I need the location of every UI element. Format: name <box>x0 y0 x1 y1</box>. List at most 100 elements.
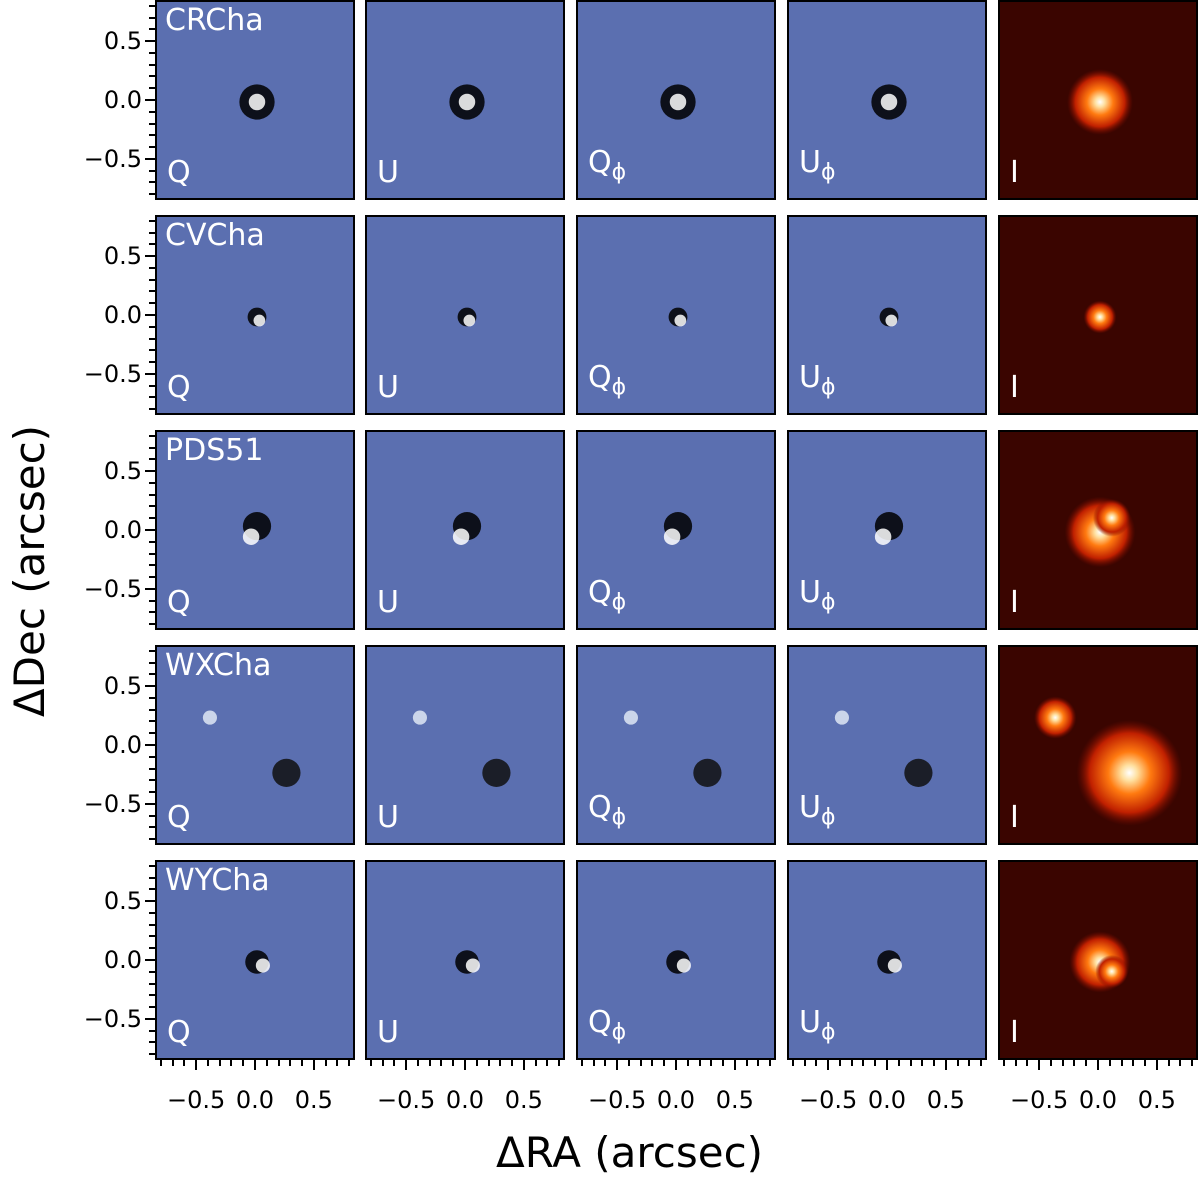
x-minor-tick <box>592 1060 595 1066</box>
stokes-label: I <box>1010 800 1019 835</box>
x-minor-tick <box>1038 1060 1041 1066</box>
x-tick-label: −0.5 <box>377 1086 436 1114</box>
x-tick-label: 0.0 <box>867 1086 907 1114</box>
x-tick-label: 0.5 <box>715 1086 754 1114</box>
y-minor-tick <box>149 16 155 19</box>
x-tick-label: 0.0 <box>235 1086 275 1114</box>
y-minor-tick <box>149 755 155 758</box>
x-minor-tick <box>1097 1060 1099 1066</box>
x-minor-tick <box>546 1060 549 1066</box>
y-tick-label: 0.0 <box>103 516 142 544</box>
stokes-label: Uϕ <box>799 1005 836 1046</box>
y-minor-tick <box>149 517 155 520</box>
y-minor-tick <box>149 4 155 7</box>
image-panel-wycha-3: Qϕ <box>576 860 776 1060</box>
x-minor-tick <box>604 1060 607 1066</box>
x-minor-tick <box>499 1060 502 1066</box>
y-minor-tick <box>149 408 155 411</box>
y-tick-label: −0.5 <box>83 574 142 603</box>
x-minor-tick <box>324 1060 327 1066</box>
x-minor-tick <box>651 1060 654 1066</box>
image-panel-crcha-5: I <box>998 0 1198 200</box>
x-minor-tick <box>452 1060 455 1066</box>
y-tick-label: −0.5 <box>83 789 142 818</box>
x-minor-tick <box>265 1060 268 1066</box>
y-minor-tick <box>149 302 155 305</box>
y-minor-tick <box>149 587 155 590</box>
y-minor-tick <box>149 540 155 543</box>
stokes-label: Q <box>167 155 191 190</box>
image-panel-wycha-5: I <box>998 860 1198 1060</box>
stokes-label: Q <box>167 370 191 405</box>
x-minor-tick <box>909 1060 912 1066</box>
y-minor-tick <box>149 791 155 794</box>
star-glow <box>1083 300 1117 334</box>
y-minor-tick <box>149 255 155 258</box>
x-tick-label: 0.0 <box>656 1086 696 1114</box>
polarized-signal <box>452 528 470 545</box>
y-tick-label: 0.5 <box>103 457 142 486</box>
image-panel-cvcha-4: Uϕ <box>787 215 987 415</box>
x-tick-label: 0.5 <box>294 1086 333 1114</box>
x-minor-tick <box>218 1060 221 1066</box>
x-minor-tick <box>254 1060 256 1066</box>
star-glow <box>1076 719 1183 826</box>
x-minor-tick <box>897 1060 900 1066</box>
x-minor-tick <box>980 1060 983 1066</box>
x-minor-tick <box>803 1060 806 1066</box>
y-minor-tick <box>149 28 155 31</box>
y-minor-tick <box>149 481 155 484</box>
stokes-label: Qϕ <box>588 790 627 831</box>
y-minor-tick <box>149 372 155 375</box>
x-minor-tick <box>722 1060 725 1066</box>
x-minor-tick <box>183 1060 186 1066</box>
y-tick-label: −0.5 <box>83 359 142 388</box>
polarized-signal <box>887 958 902 973</box>
x-tick-label: −0.5 <box>1010 1086 1069 1114</box>
y-minor-tick <box>149 87 155 90</box>
y-minor-tick <box>149 446 155 449</box>
y-minor-tick <box>149 169 155 172</box>
y-minor-tick <box>149 1041 155 1044</box>
y-minor-tick <box>149 767 155 770</box>
stokes-label: I <box>1010 585 1019 620</box>
x-minor-tick <box>769 1060 772 1066</box>
y-minor-tick <box>149 708 155 711</box>
x-minor-tick <box>944 1060 947 1066</box>
polarized-signal <box>669 93 687 111</box>
x-tick-label: −0.5 <box>799 1086 858 1114</box>
target-name: WXCha <box>165 648 272 683</box>
y-minor-tick <box>149 314 155 316</box>
x-minor-tick <box>710 1060 713 1066</box>
polarized-signal <box>880 93 898 111</box>
stokes-label: I <box>1010 1015 1019 1050</box>
polarized-signal <box>253 314 266 327</box>
y-minor-tick <box>149 231 155 234</box>
stokes-label: Q <box>167 800 191 835</box>
star-glow <box>1092 499 1131 537</box>
y-minor-tick <box>149 434 155 437</box>
y-minor-tick <box>149 982 155 985</box>
x-minor-tick <box>1073 1060 1076 1066</box>
y-minor-tick <box>149 970 155 973</box>
x-minor-tick <box>1167 1060 1170 1066</box>
x-minor-tick <box>968 1060 971 1066</box>
y-minor-tick <box>149 888 155 891</box>
x-minor-tick <box>369 1060 372 1066</box>
target-name: WYCha <box>165 863 270 898</box>
y-minor-tick <box>149 838 155 841</box>
image-panel-pds51-3: Qϕ <box>576 430 776 630</box>
y-minor-tick <box>149 110 155 113</box>
stokes-label: Q <box>167 585 191 620</box>
polarized-signal <box>248 93 266 111</box>
y-minor-tick <box>149 470 155 473</box>
x-minor-tick <box>838 1060 841 1066</box>
y-minor-tick <box>149 1029 155 1032</box>
y-minor-tick <box>149 935 155 938</box>
x-minor-tick <box>428 1060 431 1066</box>
x-minor-tick <box>862 1060 865 1066</box>
star-glow <box>1034 696 1077 739</box>
polarized-signal <box>482 758 511 787</box>
y-minor-tick <box>149 661 155 664</box>
